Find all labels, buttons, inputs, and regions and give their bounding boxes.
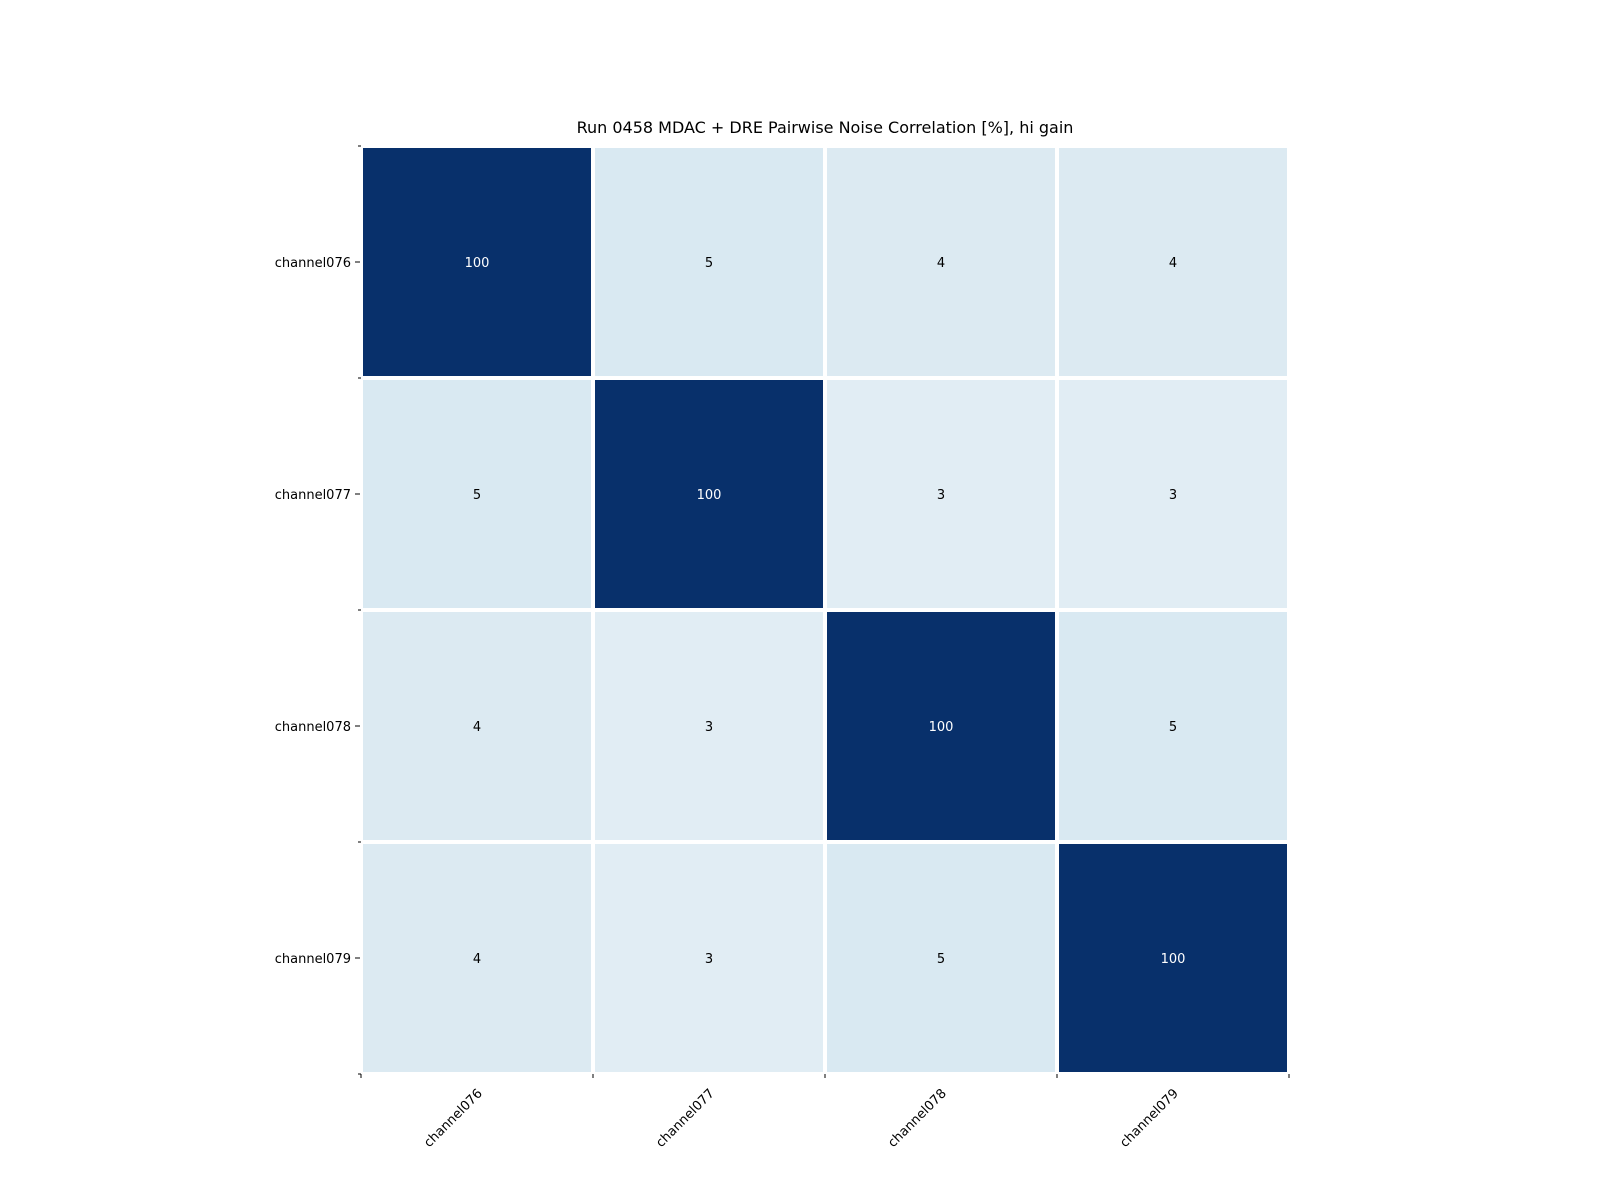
heatmap-cell (1055, 840, 1291, 1076)
x-tick-label: channel078 (885, 1086, 950, 1151)
cell-value-label: 5 (1169, 720, 1177, 735)
cell-value-label: 3 (705, 720, 713, 735)
y-tick-label: channel079 (275, 952, 351, 967)
cell-value-label: 5 (705, 256, 713, 271)
cell-value-label: 100 (465, 256, 490, 271)
heatmap-cell (591, 840, 827, 1076)
x-tick-label: channel079 (1117, 1086, 1182, 1151)
cell-value-label: 3 (705, 952, 713, 967)
cell-value-label: 5 (473, 488, 481, 503)
heatmap-cell (591, 376, 827, 612)
heatmap-cell (359, 608, 595, 844)
heatmap-cell (1055, 144, 1291, 380)
cell-value-label: 4 (473, 952, 481, 967)
cell-value-label: 4 (1169, 256, 1177, 271)
cell-value-label: 4 (937, 256, 945, 271)
x-tick-label: channel077 (653, 1086, 718, 1151)
cell-value-label: 3 (937, 488, 945, 503)
cell-value-label: 100 (1161, 952, 1186, 967)
y-tick-label: channel078 (275, 720, 351, 735)
x-tick-label: channel076 (421, 1086, 486, 1151)
chart-title: Run 0458 MDAC + DRE Pairwise Noise Corre… (576, 118, 1074, 137)
cell-value-label: 100 (929, 720, 954, 735)
cell-value-label: 5 (937, 952, 945, 967)
cell-value-label: 3 (1169, 488, 1177, 503)
heatmap-cell (1055, 608, 1291, 844)
heatmap-cell (359, 376, 595, 612)
heatmap-cell (1055, 376, 1291, 612)
heatmap-cell (823, 376, 1059, 612)
cell-value-label: 100 (697, 488, 722, 503)
heatmap-cell (823, 840, 1059, 1076)
cell-value-label: 4 (473, 720, 481, 735)
heatmap-cell (823, 608, 1059, 844)
cells-layer: 100 5 4 4 5 100 3 3 4 3 100 5 4 3 5 100 (359, 144, 1291, 1076)
y-tick-label: channel077 (275, 488, 351, 503)
heatmap-cell (359, 840, 595, 1076)
y-tick-label: channel076 (275, 256, 351, 271)
